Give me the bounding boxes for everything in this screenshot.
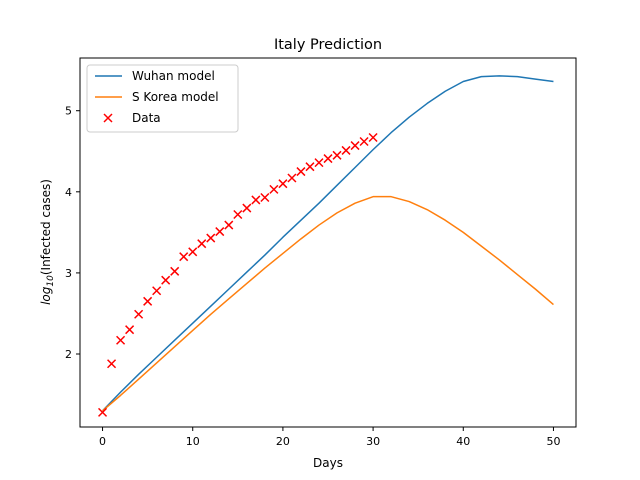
s-korea-model-line bbox=[102, 195, 554, 412]
x-tick-label: 50 bbox=[546, 435, 560, 448]
x-axis: 0 10 20 30 40 50 bbox=[99, 427, 560, 448]
y-tick-label: 2 bbox=[65, 348, 72, 361]
data-point bbox=[188, 247, 198, 257]
data-point bbox=[233, 209, 243, 220]
data-point bbox=[242, 203, 252, 213]
y-axis-label: log10(Infected cases) bbox=[39, 179, 56, 305]
data-point bbox=[134, 309, 144, 319]
data-point bbox=[107, 359, 117, 369]
x-tick-label: 40 bbox=[456, 435, 470, 448]
data-point bbox=[143, 296, 153, 306]
data-points bbox=[98, 132, 378, 417]
data-point bbox=[152, 286, 162, 296]
y-axis: 2 3 4 5 bbox=[65, 105, 80, 361]
data-point bbox=[125, 325, 135, 335]
data-point bbox=[161, 275, 171, 285]
data-point bbox=[341, 145, 351, 155]
legend-label-s-korea-model: S Korea model bbox=[132, 90, 219, 104]
data-point bbox=[278, 179, 288, 189]
data-point bbox=[368, 132, 378, 143]
axes-frame bbox=[79, 57, 577, 428]
data-point bbox=[116, 335, 126, 345]
data-point bbox=[179, 252, 189, 262]
data-point bbox=[359, 137, 369, 147]
data-point bbox=[206, 233, 216, 243]
data-point bbox=[215, 227, 225, 237]
data-point bbox=[197, 239, 207, 249]
data-point bbox=[260, 192, 270, 203]
y-tick-label: 5 bbox=[65, 105, 72, 118]
data-point bbox=[332, 150, 342, 160]
x-tick-label: 0 bbox=[99, 435, 106, 448]
data-point bbox=[269, 184, 279, 194]
y-axis-label-text: (Infected cases) bbox=[39, 179, 53, 275]
data-point bbox=[305, 162, 315, 172]
y-tick-label: 4 bbox=[65, 186, 72, 199]
data-point bbox=[251, 195, 261, 205]
data-point bbox=[170, 266, 180, 276]
legend-swatch-data bbox=[103, 113, 113, 123]
y-tick-label: 3 bbox=[65, 267, 72, 280]
legend-items: Wuhan model S Korea model Data bbox=[95, 69, 219, 125]
data-point bbox=[98, 407, 108, 417]
y-axis-label-log: log bbox=[39, 286, 53, 305]
y-axis-label-subscript: 10 bbox=[46, 275, 56, 287]
chart-title: Italy Prediction bbox=[274, 37, 382, 53]
x-axis-label: Days bbox=[313, 456, 343, 470]
x-tick-label: 30 bbox=[366, 435, 380, 448]
data-point bbox=[314, 158, 324, 168]
x-tick-label: 20 bbox=[276, 435, 290, 448]
series-layer bbox=[98, 75, 554, 417]
legend-frame bbox=[86, 64, 239, 133]
data-point bbox=[224, 220, 234, 230]
legend-label-wuhan-model: Wuhan model bbox=[132, 69, 215, 83]
legend-label-data: Data bbox=[132, 111, 161, 125]
data-point bbox=[323, 154, 333, 164]
data-point bbox=[296, 167, 306, 177]
wuhan-model-line bbox=[102, 75, 554, 412]
legend: Wuhan model S Korea model Data bbox=[86, 64, 239, 133]
data-point bbox=[287, 173, 297, 183]
data-point bbox=[350, 141, 360, 151]
x-tick-label: 10 bbox=[186, 435, 200, 448]
